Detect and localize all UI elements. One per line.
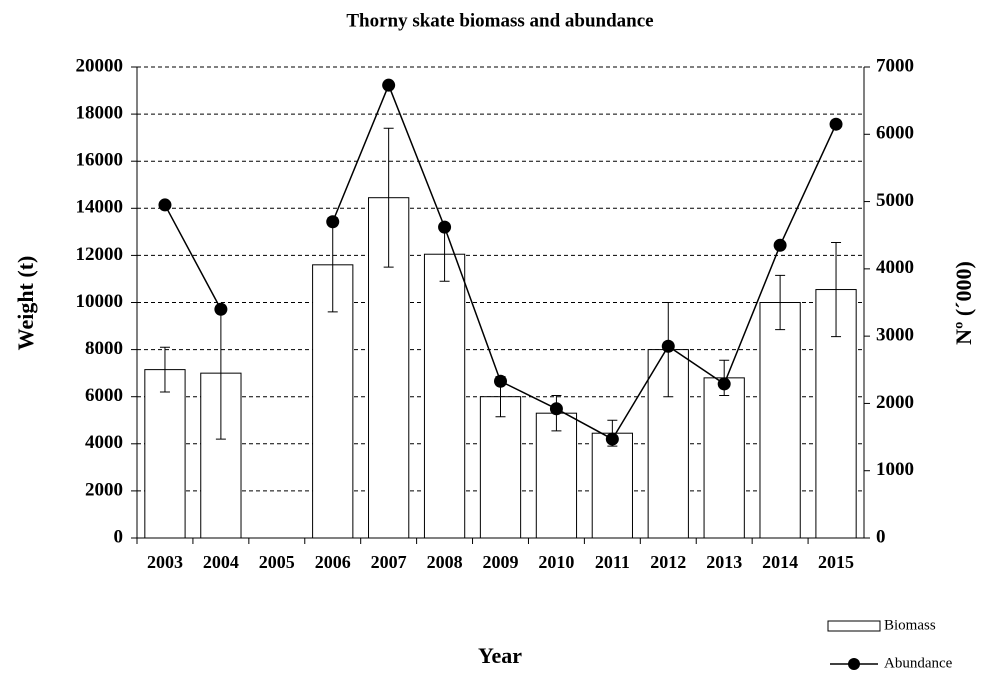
x-tick-label: 2009 bbox=[483, 552, 519, 572]
y-tick-label: 8000 bbox=[85, 338, 123, 359]
x-tick-label: 2005 bbox=[259, 552, 295, 572]
y-tick-label: 14000 bbox=[76, 197, 124, 218]
point bbox=[438, 220, 452, 234]
error-bar bbox=[831, 241, 842, 338]
x-tick-label: 2007 bbox=[371, 552, 407, 572]
point bbox=[326, 215, 340, 229]
y-axis-label: Weight (t) bbox=[13, 256, 38, 351]
y-tick-label: 18000 bbox=[76, 102, 124, 123]
x-tick-label: 2004 bbox=[203, 552, 239, 572]
x-tick-label: 2014 bbox=[762, 552, 798, 572]
error-bar bbox=[383, 127, 394, 268]
y2-tick-label: 1000 bbox=[876, 459, 914, 480]
point bbox=[214, 302, 228, 316]
y2-tick-label: 5000 bbox=[876, 190, 914, 211]
bar bbox=[144, 369, 186, 539]
y2-tick-label: 0 bbox=[876, 526, 886, 547]
x-tick-label: 2011 bbox=[595, 552, 630, 572]
bar bbox=[759, 302, 801, 539]
point bbox=[773, 238, 787, 252]
x-tick-label: 2013 bbox=[706, 552, 742, 572]
x-tick-label: 2015 bbox=[818, 552, 854, 572]
legend-label: Abundance bbox=[884, 655, 953, 671]
x-tick-label: 2012 bbox=[650, 552, 686, 572]
point bbox=[382, 78, 396, 92]
y2-tick-label: 6000 bbox=[876, 123, 914, 144]
y2-axis-label: Nº (´000) bbox=[951, 261, 976, 345]
point bbox=[717, 377, 731, 391]
x-tick-label: 2006 bbox=[315, 552, 351, 572]
x-axis-label: Year bbox=[478, 643, 522, 668]
legend-swatch bbox=[827, 620, 881, 632]
y2-tick-label: 2000 bbox=[876, 392, 914, 413]
x-tick-label: 2008 bbox=[427, 552, 463, 572]
point bbox=[605, 432, 619, 446]
y-tick-label: 12000 bbox=[76, 244, 124, 265]
y-tick-label: 20000 bbox=[76, 55, 124, 76]
y-tick-label: 0 bbox=[114, 526, 124, 547]
bar bbox=[423, 253, 466, 539]
y2-tick-label: 3000 bbox=[876, 325, 914, 346]
legend-label: Biomass bbox=[884, 617, 936, 633]
point bbox=[158, 198, 172, 212]
line bbox=[164, 83, 837, 441]
bar bbox=[535, 412, 578, 539]
x-tick-label: 2003 bbox=[147, 552, 183, 572]
error-bar bbox=[159, 346, 170, 393]
y-tick-label: 10000 bbox=[76, 291, 124, 312]
y-tick-label: 4000 bbox=[85, 432, 123, 453]
point bbox=[661, 339, 675, 353]
y-tick-label: 16000 bbox=[76, 150, 124, 171]
y2-tick-label: 7000 bbox=[876, 55, 914, 76]
bar bbox=[312, 264, 354, 539]
point bbox=[549, 402, 563, 416]
y-tick-label: 6000 bbox=[85, 385, 123, 406]
point bbox=[829, 117, 843, 131]
y-tick-label: 2000 bbox=[85, 479, 123, 500]
y2-tick-label: 4000 bbox=[876, 257, 914, 278]
bar bbox=[479, 396, 522, 539]
bar bbox=[703, 377, 745, 539]
chart-title: Thorny skate biomass and abundance bbox=[346, 10, 653, 31]
x-tick-label: 2010 bbox=[538, 552, 574, 572]
bar bbox=[591, 432, 633, 539]
error-bar bbox=[775, 274, 786, 331]
legend-swatch bbox=[848, 658, 860, 670]
point bbox=[494, 374, 507, 388]
